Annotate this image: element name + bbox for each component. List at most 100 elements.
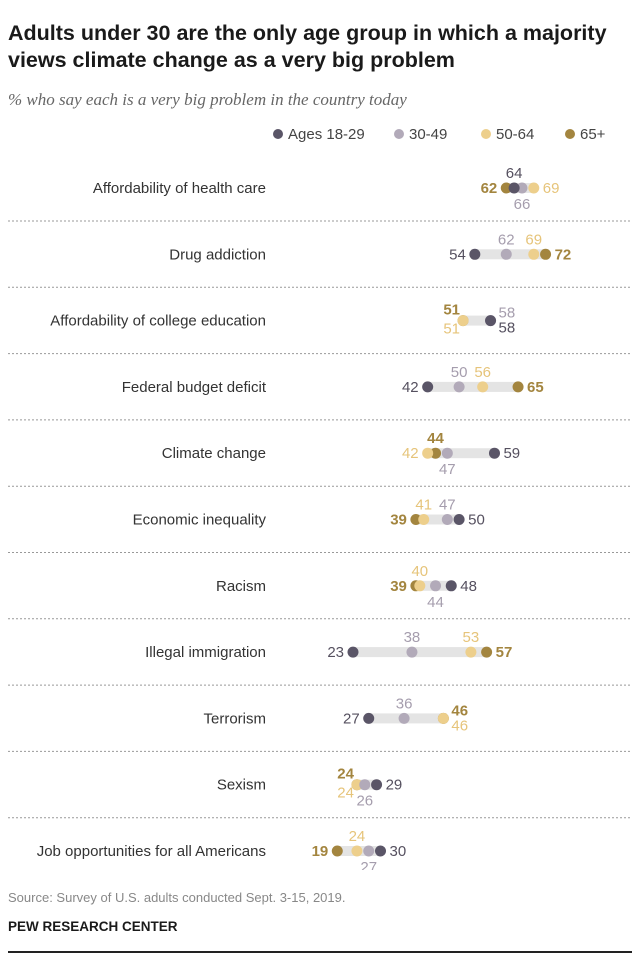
dot-ages-30-49	[359, 779, 371, 791]
data-label-ages-18-29: 42	[402, 379, 419, 396]
data-label-ages-30-49: 38	[404, 629, 421, 646]
dot-ages-50-64	[457, 315, 469, 327]
category-label: Economic inequality	[133, 512, 267, 529]
range-bar	[427, 381, 519, 392]
data-label-ages-18-29: 27	[343, 710, 360, 727]
dot-plot-chart: Ages 18-29 30-49 50-64 65+ Affordability of …	[8, 126, 632, 870]
dot-ages-18-29	[508, 182, 520, 194]
data-label-ages-50-64: 24	[337, 785, 354, 802]
dot-ages-50-64	[437, 712, 449, 724]
source-note: Source: Survey of U.S. adults conducted …	[8, 890, 346, 905]
category-label: Affordability of college education	[50, 313, 266, 330]
dot-ages-18-29	[488, 447, 500, 459]
data-label-ages-18-29: 30	[390, 843, 407, 860]
data-label-ages-65-plus: 46	[451, 702, 468, 719]
dot-ages-50-64	[351, 779, 363, 791]
category-label: Federal budget deficit	[122, 379, 267, 396]
category-label: Job opportunities for all Americans	[37, 843, 266, 860]
legend-label-ages_18_29: Ages 18-29	[288, 126, 365, 143]
data-label-ages-65-plus: 62	[481, 180, 498, 197]
dot-ages-18-29	[371, 779, 383, 791]
data-label-ages-65-plus: 72	[555, 246, 572, 263]
legend-label-ages_30_49: 30-49	[409, 126, 447, 143]
data-label-ages-30-49: 66	[514, 196, 531, 213]
category-label: Terrorism	[204, 710, 267, 727]
dot-ages-30-49	[406, 646, 418, 658]
data-label-ages-50-64: 24	[349, 828, 366, 845]
dot-ages-30-49	[430, 580, 442, 592]
legend-label-ages_50_64: 50-64	[496, 126, 534, 143]
data-label-ages-30-49: 58	[499, 305, 516, 322]
dot-ages-30-49	[398, 712, 410, 724]
data-label-ages-18-29: 50	[468, 512, 485, 529]
dot-ages-50-64	[528, 182, 540, 194]
dot-ages-30-49	[441, 447, 453, 459]
dot-ages-18-29	[453, 514, 465, 525]
dot-ages-30-49	[516, 182, 528, 194]
data-label-ages-30-49: 26	[356, 793, 373, 810]
category-label: Racism	[216, 578, 266, 595]
dot-ages-18-29	[469, 248, 481, 260]
category-label: Illegal immigration	[145, 644, 266, 661]
range-bar	[427, 448, 495, 459]
chart-title: Adults under 30 are the only age group i…	[8, 21, 607, 72]
data-label-ages-18-29: 58	[499, 320, 516, 337]
data-label-ages-65-plus: 39	[390, 512, 407, 529]
data-label-ages-65-plus: 57	[496, 644, 513, 661]
dot-ages-65-plus	[410, 514, 422, 525]
data-label-ages-50-64: 51	[443, 321, 460, 338]
data-label-ages-18-29: 59	[503, 445, 520, 462]
category-label: Climate change	[162, 445, 266, 462]
data-label-ages-65-plus: 51	[443, 302, 460, 319]
dot-ages-30-49	[453, 381, 465, 393]
dot-ages-50-64	[528, 248, 540, 260]
data-label-ages-50-64: 69	[525, 231, 542, 248]
data-label-ages-65-plus: 19	[312, 843, 329, 860]
data-label-ages-50-64: 40	[411, 563, 428, 580]
dot-ages-18-29	[347, 646, 359, 658]
brand-label: PEW RESEARCH CENTER	[8, 919, 178, 934]
data-label-ages-30-49: 50	[451, 364, 468, 381]
data-label-ages-50-64: 56	[474, 364, 491, 381]
dot-ages-50-64	[465, 646, 477, 658]
data-label-ages-30-49: 44	[427, 594, 444, 611]
data-label-ages-30-49: 27	[360, 859, 377, 870]
data-label-ages-18-29: 48	[460, 578, 477, 595]
dot-ages-65-plus	[481, 646, 493, 658]
category-label: Affordability of health care	[93, 180, 266, 197]
data-label-ages-18-29: 23	[327, 644, 344, 661]
category-label: Drug addiction	[169, 246, 266, 263]
dot-ages-18-29	[485, 315, 497, 327]
data-label-ages-30-49: 47	[439, 497, 456, 514]
dot-ages-30-49	[441, 514, 453, 525]
data-label-ages-50-64: 41	[415, 497, 432, 514]
range-bar	[415, 514, 460, 525]
data-label-ages-65-plus: 39	[390, 578, 407, 595]
data-label-ages-65-plus: 65	[527, 379, 544, 396]
range-bar	[463, 315, 491, 326]
data-label-ages-50-64: 69	[543, 180, 560, 197]
dot-ages-50-64	[418, 514, 430, 525]
dot-ages-50-64	[414, 580, 426, 592]
data-label-ages-18-29: 29	[386, 777, 403, 794]
dot-ages-65-plus	[512, 381, 524, 393]
category-label: Sexism	[217, 777, 266, 794]
range-bar	[353, 647, 487, 658]
legend-marker-ages_65_plus	[565, 129, 575, 139]
dot-ages-18-29	[422, 381, 434, 393]
dot-ages-65-plus	[540, 248, 552, 260]
dot-ages-50-64	[351, 845, 363, 857]
data-label-ages-65-plus: 44	[427, 430, 444, 447]
data-label-ages-50-64: 42	[402, 445, 419, 462]
data-label-ages-30-49: 36	[396, 695, 413, 712]
dot-ages-50-64	[422, 447, 434, 459]
dot-ages-18-29	[445, 580, 457, 592]
dot-ages-50-64	[477, 381, 489, 393]
bottom-rule	[8, 951, 632, 953]
data-label-ages-18-29: 54	[449, 246, 466, 263]
dot-ages-65-plus	[331, 845, 343, 857]
legend-marker-ages_18_29	[273, 129, 283, 139]
dot-ages-30-49	[363, 845, 375, 857]
data-label-ages-30-49: 47	[439, 461, 456, 478]
data-label-ages-50-64: 46	[451, 717, 468, 734]
